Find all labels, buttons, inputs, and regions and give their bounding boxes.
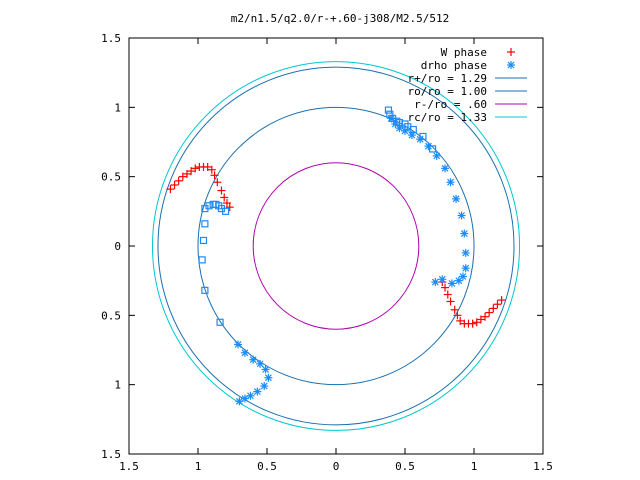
legend-label: drho phase	[421, 59, 487, 72]
data-point	[182, 169, 191, 178]
data-point	[431, 278, 440, 287]
data-point	[472, 318, 481, 327]
data-point	[446, 297, 455, 306]
data-point	[456, 316, 465, 325]
legend-label: ro/ro = 1.00	[408, 85, 487, 98]
x-tick-label: 0.5	[395, 460, 415, 473]
circle-0.6	[252, 162, 420, 330]
legend-label: r+/ro = 1.29	[408, 72, 487, 85]
data-point	[460, 229, 469, 238]
x-tick-label: 0	[333, 460, 340, 473]
data-point	[220, 193, 229, 202]
x-tick-label: 1.5	[119, 460, 139, 473]
legend-marker	[507, 48, 515, 56]
data-point	[191, 164, 200, 173]
data-point	[453, 311, 462, 320]
legend-label: rc/ro = 1.33	[408, 111, 487, 124]
data-point	[205, 202, 213, 210]
data-point	[452, 194, 461, 203]
data-point	[450, 305, 459, 314]
data-point	[441, 283, 450, 292]
series-0	[166, 162, 506, 328]
data-point	[461, 264, 470, 273]
y-tick-label: 1	[114, 101, 121, 114]
data-point	[222, 207, 230, 215]
data-point	[201, 220, 209, 228]
data-point	[454, 276, 463, 285]
legend-label: W phase	[441, 46, 487, 59]
legend-label: r-/ro = .60	[414, 98, 487, 111]
data-point	[441, 164, 450, 173]
data-point	[234, 340, 243, 349]
data-point	[222, 199, 231, 208]
data-point	[419, 132, 427, 141]
data-point	[261, 365, 270, 374]
data-point	[210, 171, 219, 180]
y-tick-label: 0	[114, 240, 121, 253]
data-point	[264, 373, 273, 382]
y-tick-label: 1.5	[101, 448, 121, 461]
data-point	[199, 236, 208, 245]
data-point	[438, 275, 447, 284]
data-point	[460, 319, 469, 328]
x-tick-label: 1.5	[533, 460, 553, 473]
data-point	[489, 304, 498, 313]
x-tick-label: 1	[195, 460, 202, 473]
data-point	[217, 186, 226, 195]
data-point	[249, 355, 258, 364]
data-point	[384, 106, 393, 114]
data-point	[260, 382, 269, 391]
legend-marker	[507, 61, 515, 69]
data-point	[216, 318, 224, 326]
y-tick-label: 0.5	[101, 309, 121, 322]
axis-ticks: 1.5 1 0.5 0 0.5 1 1.51.510.500.511.5	[101, 32, 553, 473]
data-point	[225, 203, 234, 212]
chart-title: m2/n1.5/q2.0/r-+.60-j308/M2.5/512	[231, 12, 450, 25]
data-point	[443, 290, 452, 299]
y-tick-label: 1	[114, 379, 121, 392]
circle-1.29	[157, 66, 515, 426]
series-2	[198, 106, 437, 326]
x-tick-label: 1	[471, 460, 478, 473]
series-1	[234, 114, 470, 406]
data-point	[166, 185, 175, 194]
data-point	[447, 279, 456, 288]
data-point	[429, 145, 437, 153]
data-point	[409, 125, 417, 134]
data-point	[187, 167, 196, 176]
data-point	[457, 211, 466, 220]
data-point	[256, 359, 265, 368]
data-point	[253, 387, 262, 396]
circle-1	[197, 106, 475, 386]
data-series	[166, 106, 506, 406]
data-point	[461, 248, 470, 257]
data-point	[213, 178, 222, 187]
data-point	[497, 296, 506, 305]
data-point	[246, 391, 255, 400]
data-point	[174, 176, 183, 185]
y-tick-label: 1.5	[101, 32, 121, 45]
data-point	[198, 256, 206, 264]
circle-1.33	[151, 61, 521, 431]
data-point	[207, 165, 216, 174]
data-point	[203, 162, 212, 171]
data-point	[201, 286, 209, 294]
data-point	[446, 178, 455, 187]
reference-circles	[151, 61, 521, 431]
data-point	[170, 180, 179, 189]
data-point	[178, 172, 187, 181]
data-point	[476, 315, 485, 324]
x-tick-label: 0.5	[257, 460, 277, 473]
data-point	[432, 151, 441, 160]
data-point	[493, 300, 502, 309]
data-point	[481, 312, 490, 321]
y-tick-label: 0.5	[101, 171, 121, 184]
data-point	[240, 348, 249, 357]
data-point	[485, 308, 494, 317]
